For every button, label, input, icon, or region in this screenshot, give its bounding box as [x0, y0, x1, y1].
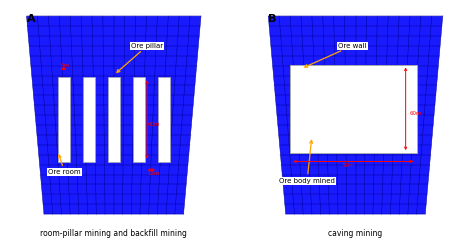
- Text: 12m: 12m: [147, 171, 160, 176]
- Text: A: A: [27, 14, 35, 24]
- Bar: [133, 77, 145, 161]
- Text: 6m: 6m: [60, 63, 69, 68]
- Bar: [290, 65, 417, 153]
- Text: 60m: 60m: [148, 122, 161, 127]
- Bar: [58, 77, 70, 161]
- Text: room-pillar mining and backfill mining: room-pillar mining and backfill mining: [40, 229, 187, 238]
- Text: 60m: 60m: [410, 111, 422, 116]
- Text: Ore pillar: Ore pillar: [117, 43, 164, 72]
- Polygon shape: [268, 16, 443, 214]
- Bar: [158, 77, 170, 161]
- Text: B: B: [268, 14, 277, 24]
- Bar: [108, 77, 120, 161]
- Text: caving mining: caving mining: [328, 229, 383, 238]
- Text: Ore body mined: Ore body mined: [279, 140, 335, 184]
- Polygon shape: [27, 16, 201, 214]
- Text: Ore room: Ore room: [48, 155, 81, 175]
- Text: Ore wall: Ore wall: [305, 43, 367, 67]
- Text: 90m: 90m: [342, 163, 355, 168]
- Bar: [82, 77, 95, 161]
